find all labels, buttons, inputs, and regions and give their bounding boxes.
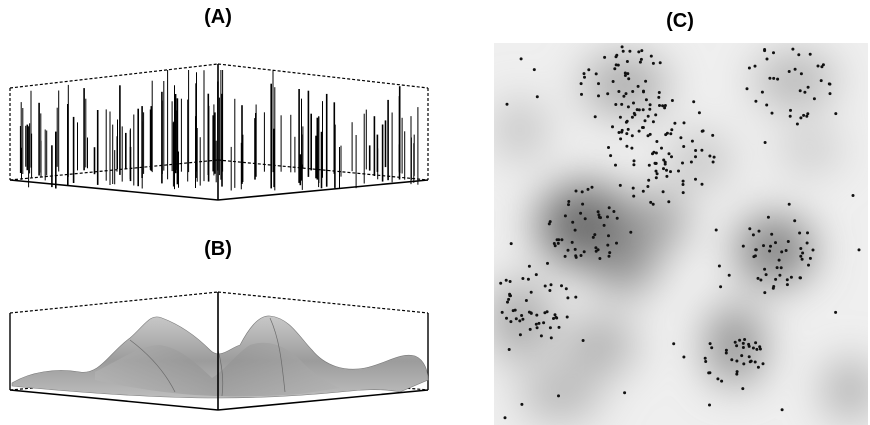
panel-a-label: (A) xyxy=(204,6,232,28)
panel-b-surface xyxy=(11,315,429,399)
panel-b-bounding-box-front xyxy=(9,292,429,411)
panel-b-label: (B) xyxy=(204,238,232,260)
panel-c-label: (C) xyxy=(666,10,694,32)
density-points xyxy=(499,45,861,420)
panel-a-spikes xyxy=(19,70,419,191)
density-blobs xyxy=(494,54,868,420)
